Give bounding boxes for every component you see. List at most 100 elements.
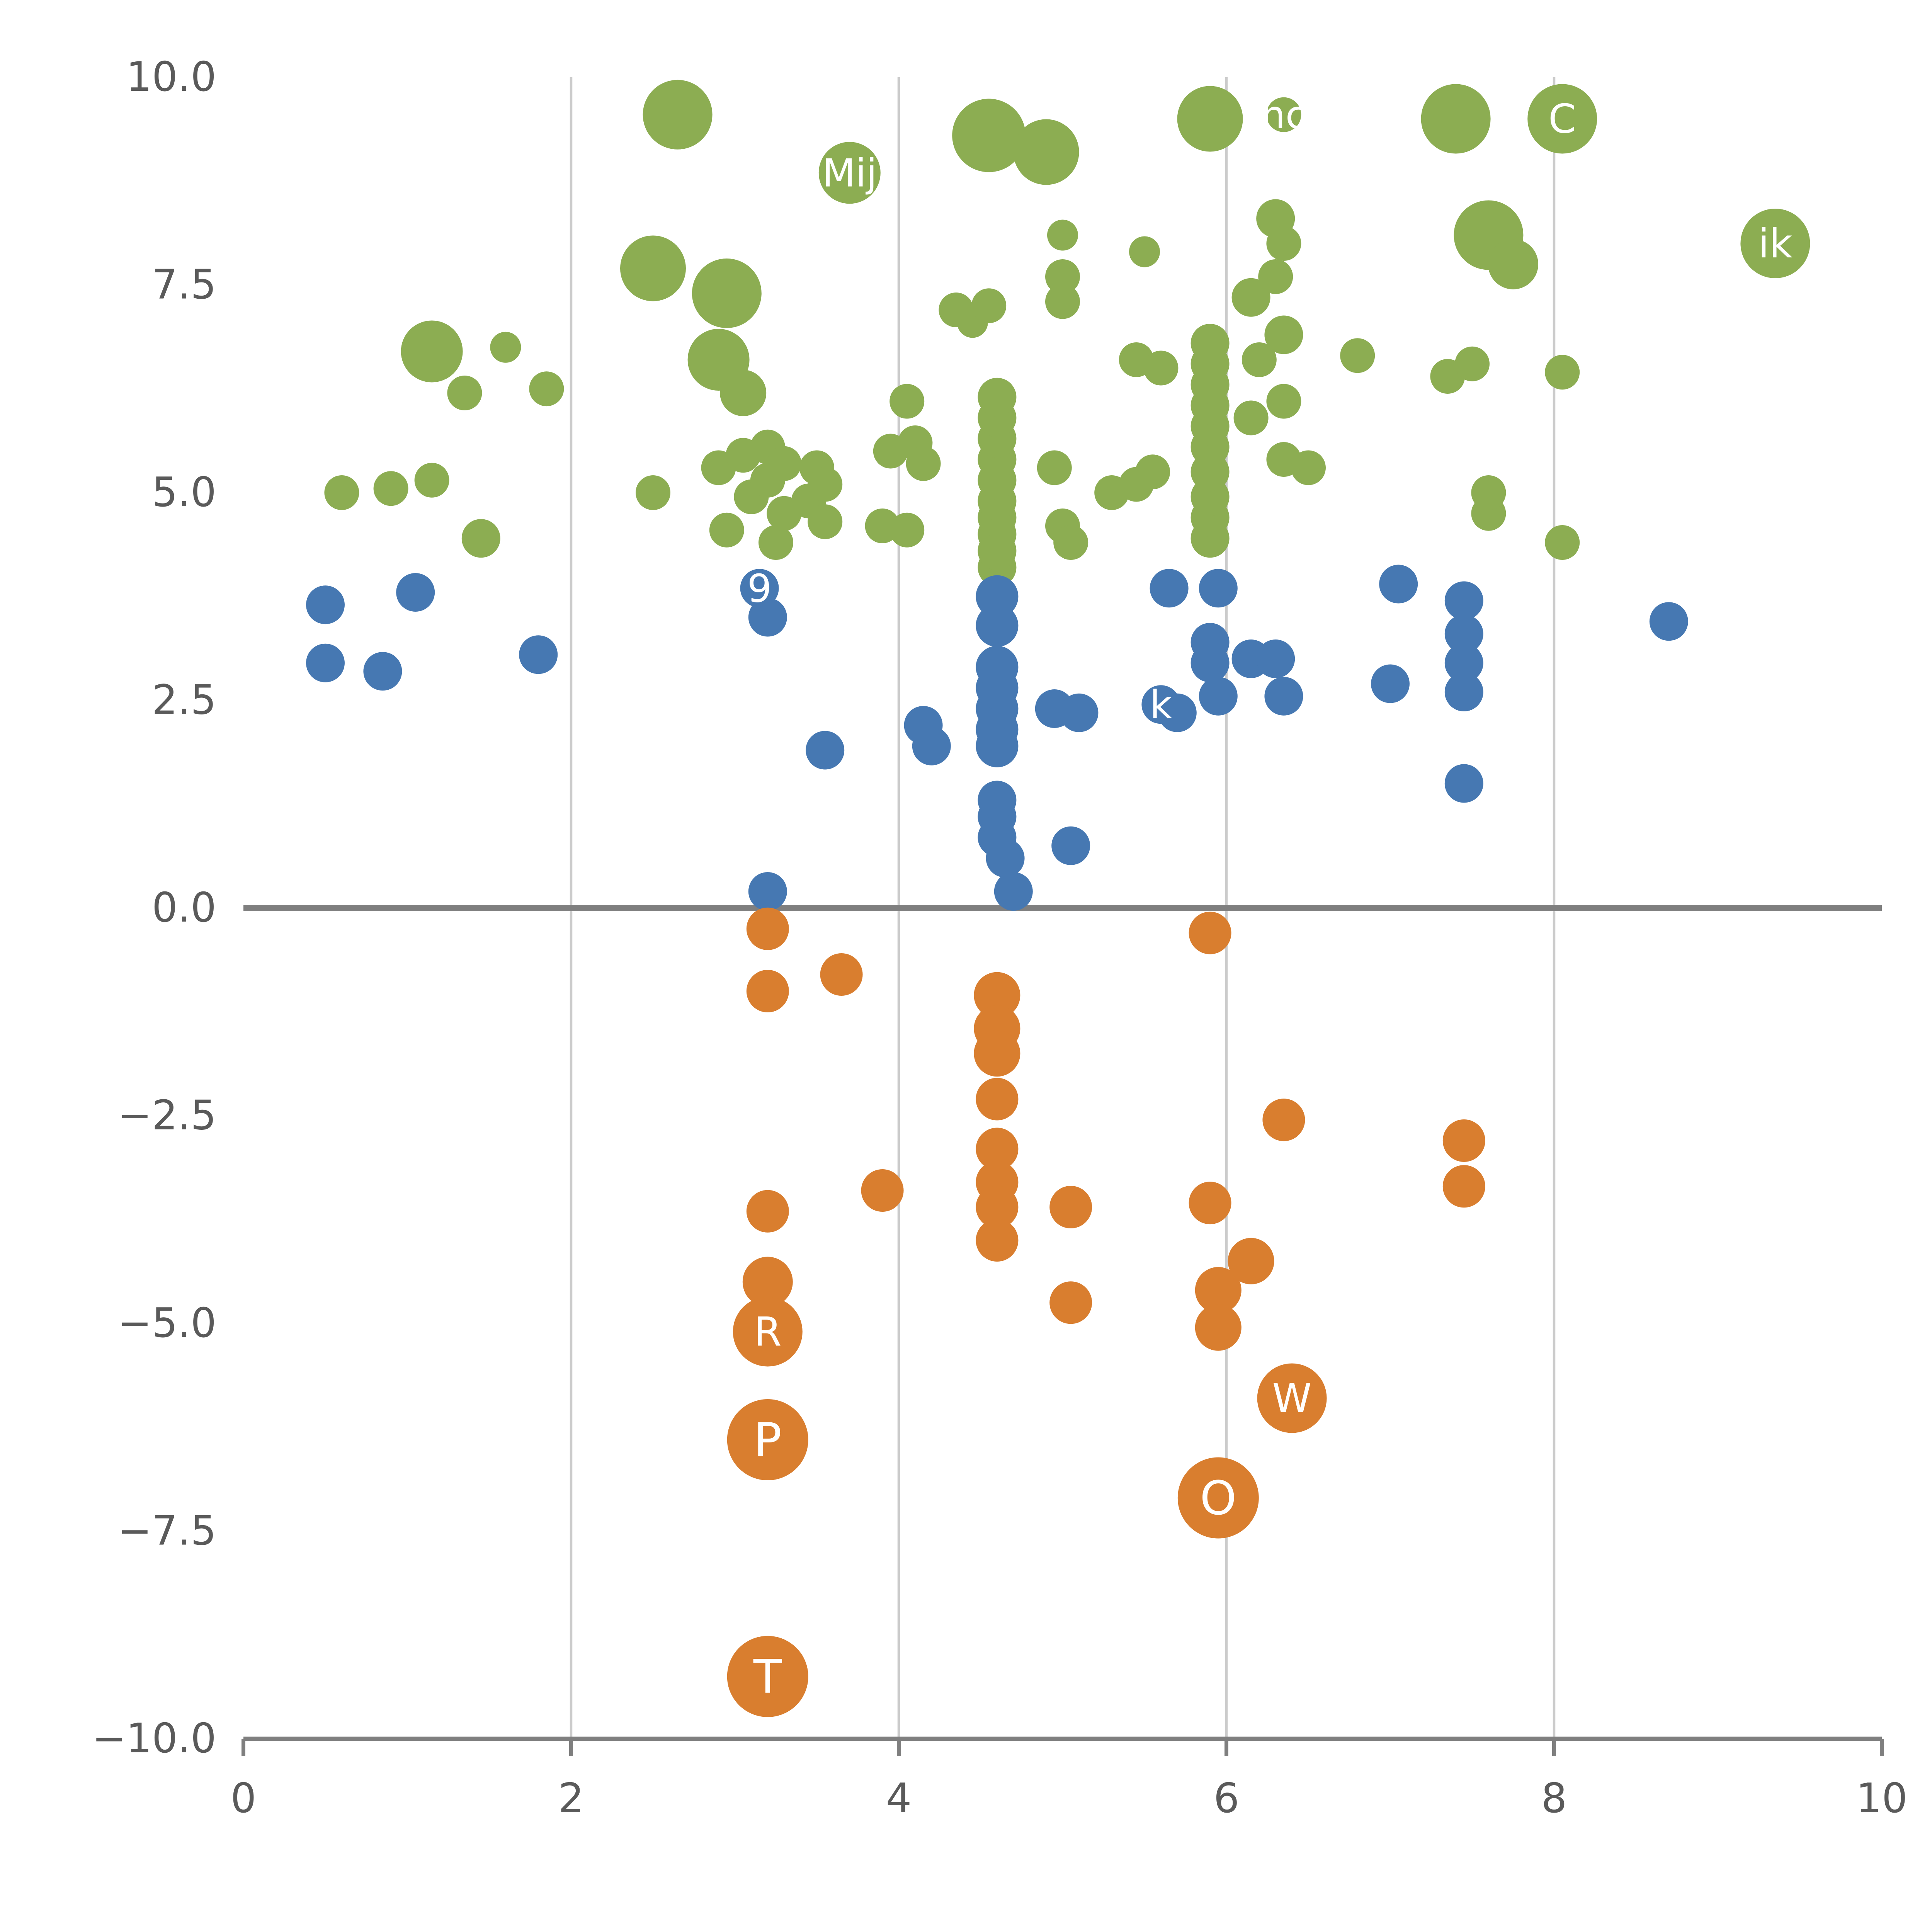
data-point-orange [861, 1169, 904, 1212]
data-point-blue [1649, 602, 1688, 641]
data-point-green [1266, 97, 1301, 132]
data-point-green [759, 525, 793, 560]
data-point-green [373, 471, 408, 506]
data-point-orange [1049, 1186, 1092, 1228]
y-tick-label: 2.5 [152, 677, 216, 724]
data-point-blue [976, 646, 1019, 689]
data-point-green [461, 519, 500, 558]
data-point-green [952, 99, 1026, 172]
y-tick-label: 7.5 [152, 261, 216, 308]
data-point-green [1340, 338, 1375, 373]
x-tick-label: 6 [1214, 1775, 1240, 1822]
data-point-green [889, 512, 925, 548]
data-point-orange [976, 1078, 1019, 1121]
data-point-green [1047, 219, 1078, 251]
data-point-blue [363, 652, 402, 691]
data-point-green [1233, 400, 1269, 435]
data-point-blue [1199, 677, 1238, 716]
data-point-blue [1444, 614, 1483, 653]
data-point-blue [1051, 826, 1090, 865]
data-point-orange [1257, 1363, 1327, 1433]
data-point-green [1231, 278, 1270, 317]
data-point-blue [986, 839, 1025, 878]
data-point-blue [976, 604, 1019, 647]
data-point-green [1143, 350, 1179, 386]
data-point-green [1471, 475, 1506, 510]
data-point-orange [742, 1257, 793, 1307]
data-point-orange [727, 1399, 808, 1480]
data-point-blue [740, 569, 779, 608]
x-tick-label: 8 [1541, 1775, 1567, 1822]
data-point-green [971, 288, 1007, 323]
data-point-orange [1442, 1165, 1485, 1208]
data-point-blue [519, 635, 558, 674]
data-point-blue [396, 573, 435, 612]
y-tick-label: −7.5 [118, 1507, 216, 1554]
data-point-green [978, 378, 1017, 417]
data-point-blue [1190, 623, 1230, 662]
data-point-green [414, 463, 449, 498]
data-point-blue [1256, 639, 1295, 678]
data-point-green [1421, 84, 1491, 154]
y-tick-label: 5.0 [152, 469, 216, 516]
data-point-orange [1262, 1099, 1305, 1141]
data-point-green [692, 259, 762, 328]
bubble-label: R [754, 1309, 782, 1355]
data-point-orange [1442, 1119, 1485, 1162]
data-point-orange [746, 1190, 789, 1233]
data-point-green [1045, 284, 1080, 319]
x-tick-label: 10 [1856, 1775, 1908, 1822]
data-point-green [1258, 259, 1293, 294]
bubble-label: k [1150, 682, 1172, 727]
data-point-green [1135, 454, 1170, 490]
data-point-green [889, 384, 925, 419]
data-point-green [1242, 342, 1277, 377]
data-point-green [324, 475, 359, 510]
data-point-green [1013, 119, 1079, 185]
data-point-green [720, 370, 767, 416]
data-point-green [906, 446, 941, 481]
data-point-orange [974, 1030, 1020, 1077]
data-point-green [529, 371, 564, 406]
data-point-orange [1195, 1267, 1242, 1313]
x-tick-label: 2 [558, 1775, 584, 1822]
y-tick-label: −5.0 [118, 1299, 216, 1347]
data-point-blue [1264, 677, 1303, 716]
data-point-orange [1177, 1457, 1259, 1539]
data-point-green [1488, 239, 1538, 289]
data-point-green [1037, 450, 1072, 485]
data-point-blue [912, 726, 951, 765]
data-point-blue [976, 575, 1019, 618]
data-point-blue [1158, 693, 1197, 732]
data-point-blue [1444, 581, 1483, 620]
bubble-label: P [753, 1413, 782, 1467]
bubble-label: W [1272, 1376, 1311, 1422]
y-tick-label: −2.5 [118, 1092, 216, 1139]
data-point-green [818, 142, 881, 204]
x-tick-label: 0 [231, 1775, 257, 1822]
data-point-blue [1444, 764, 1483, 803]
data-point-orange [974, 972, 1020, 1019]
data-point-orange [746, 907, 789, 950]
data-point-green [1264, 315, 1303, 354]
data-point-blue [748, 872, 787, 911]
data-point-orange [820, 953, 863, 996]
data-point-orange [976, 1219, 1019, 1262]
data-point-green [1527, 84, 1597, 154]
data-point-green [808, 467, 843, 502]
data-point-green [1291, 450, 1326, 485]
data-point-blue [306, 585, 345, 624]
data-point-blue [1444, 673, 1483, 711]
data-point-green [1190, 324, 1230, 362]
data-point-orange [746, 970, 789, 1012]
data-point-orange [976, 1186, 1019, 1228]
y-tick-label: 0.0 [152, 884, 216, 931]
data-point-green [1455, 346, 1490, 381]
data-point-green [447, 376, 482, 410]
data-point-orange [727, 1636, 808, 1717]
data-point-green [709, 512, 744, 548]
data-point-green [1129, 236, 1160, 267]
data-point-green [643, 80, 713, 150]
